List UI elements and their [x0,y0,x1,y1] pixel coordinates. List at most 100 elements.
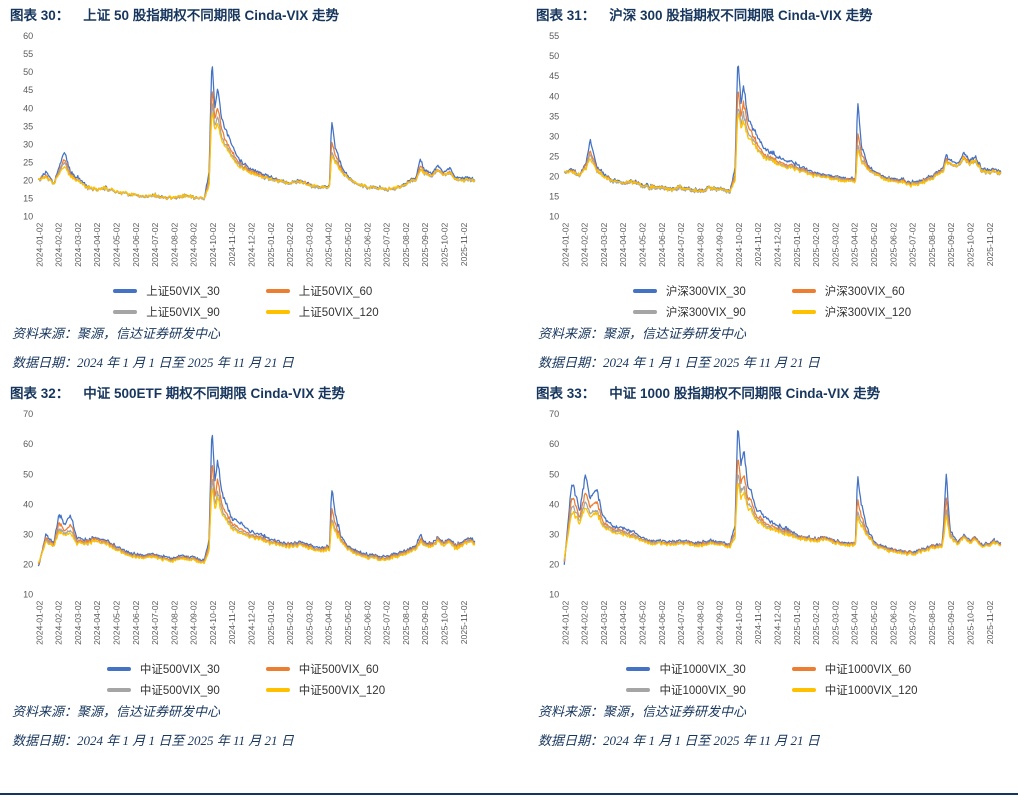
y-tick-label: 10 [23,590,33,600]
vix-line-chart-svg: 10 15 20 25 30 35 40 45 50 55 60 2024-01-02 2024-02-… [23,31,476,267]
figure-title-text: 上证 50 股指期权不同期限 Cinda-VIX 走势 [83,8,340,23]
figure-title-text: 中证 1000 股指期权不同期限 Cinda-VIX 走势 [609,386,881,402]
x-tick-label: 2024-04-02 [92,222,102,266]
legend-item: 中证1000VIX_120 [791,682,918,698]
x-tick-label: 2025-11-02 [985,222,995,266]
y-tick-label: 20 [549,560,559,570]
x-tick-label: 2024-02-02 [580,222,590,266]
y-tick-label: 10 [549,590,559,600]
y-tick-label: 25 [23,157,33,167]
x-tick-label: 2024-10-02 [208,601,218,645]
legend-line-swatch-icon [791,688,816,692]
figure-label: 图表 33： [536,386,596,402]
x-tick-label: 2024-08-02 [169,222,179,266]
x-tick-label: 2024-08-02 [169,601,179,645]
x-tick-label: 2025-05-02 [343,601,353,645]
x-tick-label: 2024-11-02 [753,601,763,645]
series-line [38,103,476,201]
y-tick-label: 35 [549,111,559,121]
x-tick-label: 2025-06-02 [362,222,372,266]
y-tick-label: 20 [23,175,33,185]
y-tick-label: 40 [23,499,33,509]
x-tick-label: 2025-07-02 [382,222,392,266]
x-tick-label: 2024-01-02 [560,222,570,266]
x-tick-label: 2024-02-02 [54,222,64,266]
y-tick-label: 10 [23,211,33,221]
legend-item: 中证500VIX_30 [106,661,220,677]
x-tick-label: 2025-11-02 [459,601,469,645]
x-tick-label: 2025-09-02 [420,222,430,266]
x-tick-label: 2024-11-02 [227,222,237,266]
y-tick-label: 35 [23,121,33,131]
source-note: 资料来源：聚源，信达证券研发中心 [538,704,747,720]
x-tick-label: 2024-01-02 [34,222,44,266]
legend-line-swatch-icon [791,310,816,314]
legend-line-swatch-icon [265,667,290,671]
legend-label: 中证1000VIX_30 [659,664,746,677]
x-tick-label: 2024-08-02 [695,601,705,645]
x-tick-label: 2024-01-02 [34,601,44,645]
x-tick-label: 2024-09-02 [189,222,199,266]
legend-line-swatch-icon [113,310,138,314]
x-tick-label: 2024-10-02 [208,222,218,266]
legend-line-swatch-icon [632,289,657,293]
x-tick-label: 2025-01-02 [266,601,276,645]
x-tick-label: 2024-07-02 [150,601,160,645]
vix-line-chart: 10 20 30 40 50 60 70 2024-01-02 2024-02-02 2024-0… [536,407,1008,659]
legend-line-swatch-icon [106,688,131,692]
figure-label: 图表 32： [10,386,70,402]
legend-item: 上证50VIX_90 [113,304,220,320]
x-tick-label: 2024-10-02 [734,222,744,266]
y-tick-label: 50 [549,51,559,61]
y-tick-label: 55 [549,31,559,41]
series-line [564,112,1002,193]
x-tick-label: 2025-02-02 [285,601,295,645]
legend-label: 中证1000VIX_90 [659,685,746,698]
legend-item: 中证1000VIX_60 [791,661,918,677]
x-tick-label: 2025-03-02 [304,601,314,645]
source-note: 资料来源：聚源，信达证券研发中心 [12,704,221,720]
legend-line-swatch-icon [791,667,816,671]
y-tick-label: 25 [549,151,559,161]
y-tick-label: 30 [23,529,33,539]
x-tick-label: 2024-03-02 [73,601,83,645]
legend-label: 沪深300VIX_90 [665,307,746,319]
y-tick-label: 50 [549,469,559,479]
x-tick-label: 2024-02-02 [54,601,64,645]
legend-line-swatch-icon [265,688,290,692]
series-line [37,434,476,567]
legend-item: 中证500VIX_60 [265,661,385,677]
legend-item: 上证50VIX_120 [265,304,379,320]
chart-card-33: 图表 33： 中证 1000 股指期权不同期限 Cinda-VIX 走势 10 2… [536,384,1008,748]
legend-line-swatch-icon [265,310,290,314]
y-tick-label: 45 [23,85,33,95]
legend-item: 中证1000VIX_90 [626,682,746,698]
legend-label: 中证500VIX_60 [298,664,379,677]
x-tick-label: 2025-06-02 [888,601,898,645]
legend-line-swatch-icon [791,289,816,293]
x-tick-label: 2025-03-02 [830,601,840,645]
y-tick-label: 30 [549,529,559,539]
y-tick-label: 70 [549,409,559,419]
x-tick-label: 2024-06-02 [131,601,141,645]
x-tick-label: 2025-01-02 [792,222,802,266]
y-tick-label: 60 [23,31,33,41]
x-tick-label: 2024-05-02 [637,601,647,645]
legend-item: 中证500VIX_120 [265,682,385,698]
legend-line-swatch-icon [106,667,131,671]
series-line [37,91,476,200]
x-tick-label: 2024-12-02 [247,601,257,645]
x-tick-label: 2024-06-02 [657,601,667,645]
chart-legend: 上证50VIX_30 上证50VIX_60 上证50VIX_90 上证50VIX_12… [113,283,379,320]
y-tick-label: 30 [23,139,33,149]
series-line [564,65,1002,193]
legend-label: 中证500VIX_30 [139,664,220,677]
legend-label: 中证1000VIX_120 [824,685,918,698]
x-tick-label: 2025-02-02 [811,222,821,266]
x-tick-label: 2024-11-02 [227,601,237,645]
legend-line-swatch-icon [626,667,651,671]
x-tick-label: 2024-06-02 [131,222,141,266]
vix-line-chart-svg: 10 15 20 25 30 35 40 45 50 55 2024-01-02 2024-02-02… [549,31,1002,267]
chart-title: 图表 30： 上证 50 股指期权不同期限 Cinda-VIX 走势 [10,8,482,25]
legend-item: 中证1000VIX_30 [626,661,746,677]
